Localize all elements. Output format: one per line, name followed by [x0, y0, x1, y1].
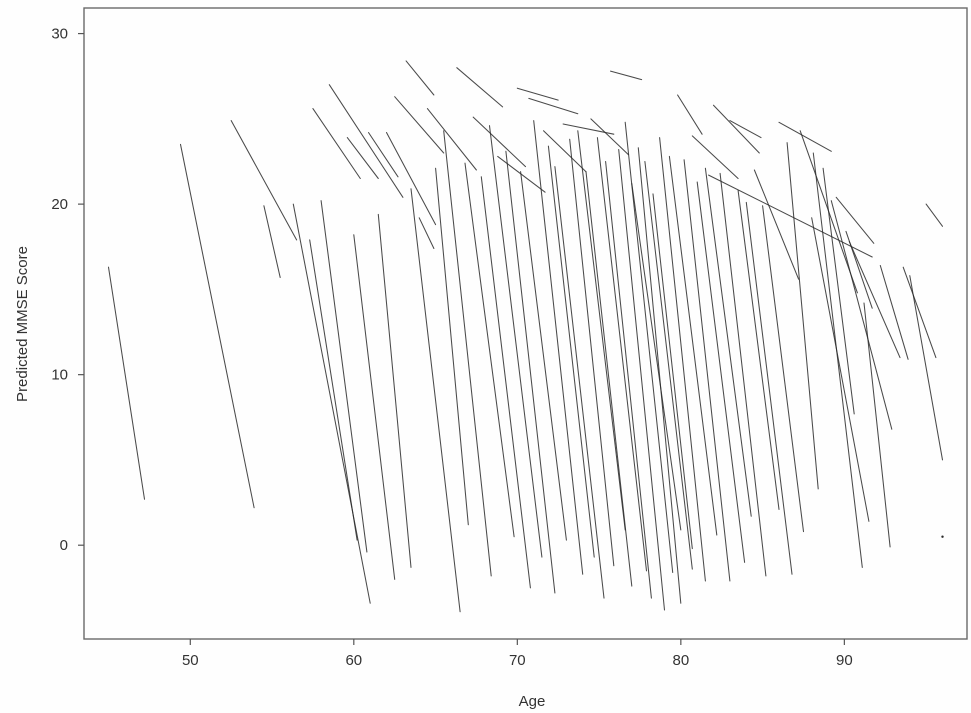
trajectory-line-9 [346, 137, 379, 180]
trajectory-line-47 [644, 160, 693, 570]
trajectory-line-44 [624, 121, 674, 574]
x-tick-label-60: 60 [345, 652, 362, 669]
trajectory-line-72 [848, 241, 901, 359]
trajectory-line-32 [542, 130, 587, 173]
trajectory-line-46 [637, 147, 682, 604]
trajectory-line-12 [377, 213, 412, 568]
x-axis-label: Age [519, 693, 546, 710]
trajectory-line-20 [443, 130, 492, 577]
trajectory-line-39 [590, 118, 630, 156]
trajectory-lines [107, 60, 944, 613]
trajectory-line-52 [683, 159, 731, 582]
y-tick-label-0: 0 [60, 537, 68, 554]
trajectory-line-51 [677, 94, 703, 135]
trajectory-line-30 [528, 97, 579, 115]
trajectory-line-63 [778, 121, 832, 152]
trajectory-line-35 [562, 123, 615, 135]
trajectory-line-48 [652, 193, 693, 550]
plot-frame [83, 7, 968, 640]
trajectory-line-37 [577, 130, 626, 531]
trajectory-line-17 [418, 217, 435, 250]
trajectory-line-58 [729, 120, 762, 139]
trajectory-line-19 [435, 167, 469, 526]
trajectory-line-7 [320, 200, 368, 553]
trajectory-line-4 [292, 203, 371, 604]
trajectory-line-11 [367, 131, 399, 178]
trajectory-line-15 [405, 60, 435, 96]
x-tick-label-90: 90 [836, 652, 853, 669]
trajectory-line-75 [902, 266, 937, 359]
trajectory-line-45 [631, 183, 682, 531]
trajectory-line-77 [925, 203, 944, 227]
trajectory-line-68 [830, 200, 893, 430]
trajectory-line-53 [691, 135, 739, 180]
trajectory-line-33 [547, 145, 595, 558]
trajectory-line-74 [879, 264, 909, 360]
x-tick-label-80: 80 [672, 652, 689, 669]
y-axis-label: Predicted MMSE Score [14, 246, 31, 402]
trajectory-line-27 [505, 150, 556, 594]
trajectory-line-62 [762, 205, 805, 533]
trajectory-line-6 [312, 108, 361, 180]
trajectory-line-78 [941, 535, 944, 538]
trajectory-line-73 [863, 302, 891, 548]
trajectory-line-23 [472, 116, 527, 168]
y-tick-label-30: 30 [51, 26, 68, 43]
trajectory-line-1 [179, 143, 255, 509]
trajectory-line-10 [353, 234, 396, 580]
trajectory-line-61 [753, 169, 800, 280]
trajectory-line-29 [520, 171, 567, 541]
trajectory-line-76 [909, 275, 944, 461]
trajectory-line-54 [696, 181, 746, 563]
trajectory-line-79 [708, 174, 873, 258]
trajectory-line-25 [488, 125, 543, 558]
trajectory-line-55 [704, 167, 752, 517]
trajectory-line-42 [609, 70, 643, 81]
trajectory-line-28 [516, 87, 559, 101]
trajectory-line-40 [596, 137, 648, 572]
trajectory-line-64 [786, 142, 819, 490]
y-tick-label-20: 20 [51, 196, 68, 213]
x-tick-label-50: 50 [182, 652, 199, 669]
trajectory-line-43 [618, 148, 666, 611]
axis-ticks [78, 32, 845, 645]
trajectory-line-57 [719, 172, 767, 577]
trajectory-line-34 [554, 166, 605, 599]
trajectory-line-49 [659, 137, 706, 582]
trajectory-line-24 [480, 176, 531, 589]
trajectory-line-3 [263, 205, 281, 279]
trajectory-line-41 [605, 160, 652, 599]
trajectory-line-66 [811, 217, 870, 522]
trajectory-line-38 [585, 171, 633, 587]
tick-labels: 50 60 70 80 90 0 10 20 30 [51, 26, 852, 669]
trajectory-line-71 [812, 152, 863, 568]
trajectory-line-21 [456, 67, 504, 108]
trajectory-line-16 [410, 188, 461, 613]
trajectory-line-14 [394, 96, 445, 154]
trajectory-line-22 [464, 162, 515, 538]
trajectory-line-36 [569, 138, 615, 567]
trajectory-line-13 [385, 131, 437, 226]
trajectory-line-31 [533, 120, 584, 575]
trajectory-line-18 [426, 108, 477, 171]
trajectory-line-5 [309, 239, 358, 541]
trajectory-line-60 [745, 201, 793, 575]
trajectory-line-50 [668, 155, 718, 536]
trajectory-line-59 [737, 189, 780, 510]
trajectory-line-56 [712, 104, 760, 154]
x-tick-label-70: 70 [509, 652, 526, 669]
trajectory-line-0 [107, 266, 146, 500]
y-tick-label-10: 10 [51, 367, 68, 384]
trajectory-line-2 [230, 120, 298, 241]
trajectory-line-8 [328, 84, 404, 198]
trajectory-line-69 [835, 196, 875, 244]
trajectory-line-67 [822, 167, 855, 415]
